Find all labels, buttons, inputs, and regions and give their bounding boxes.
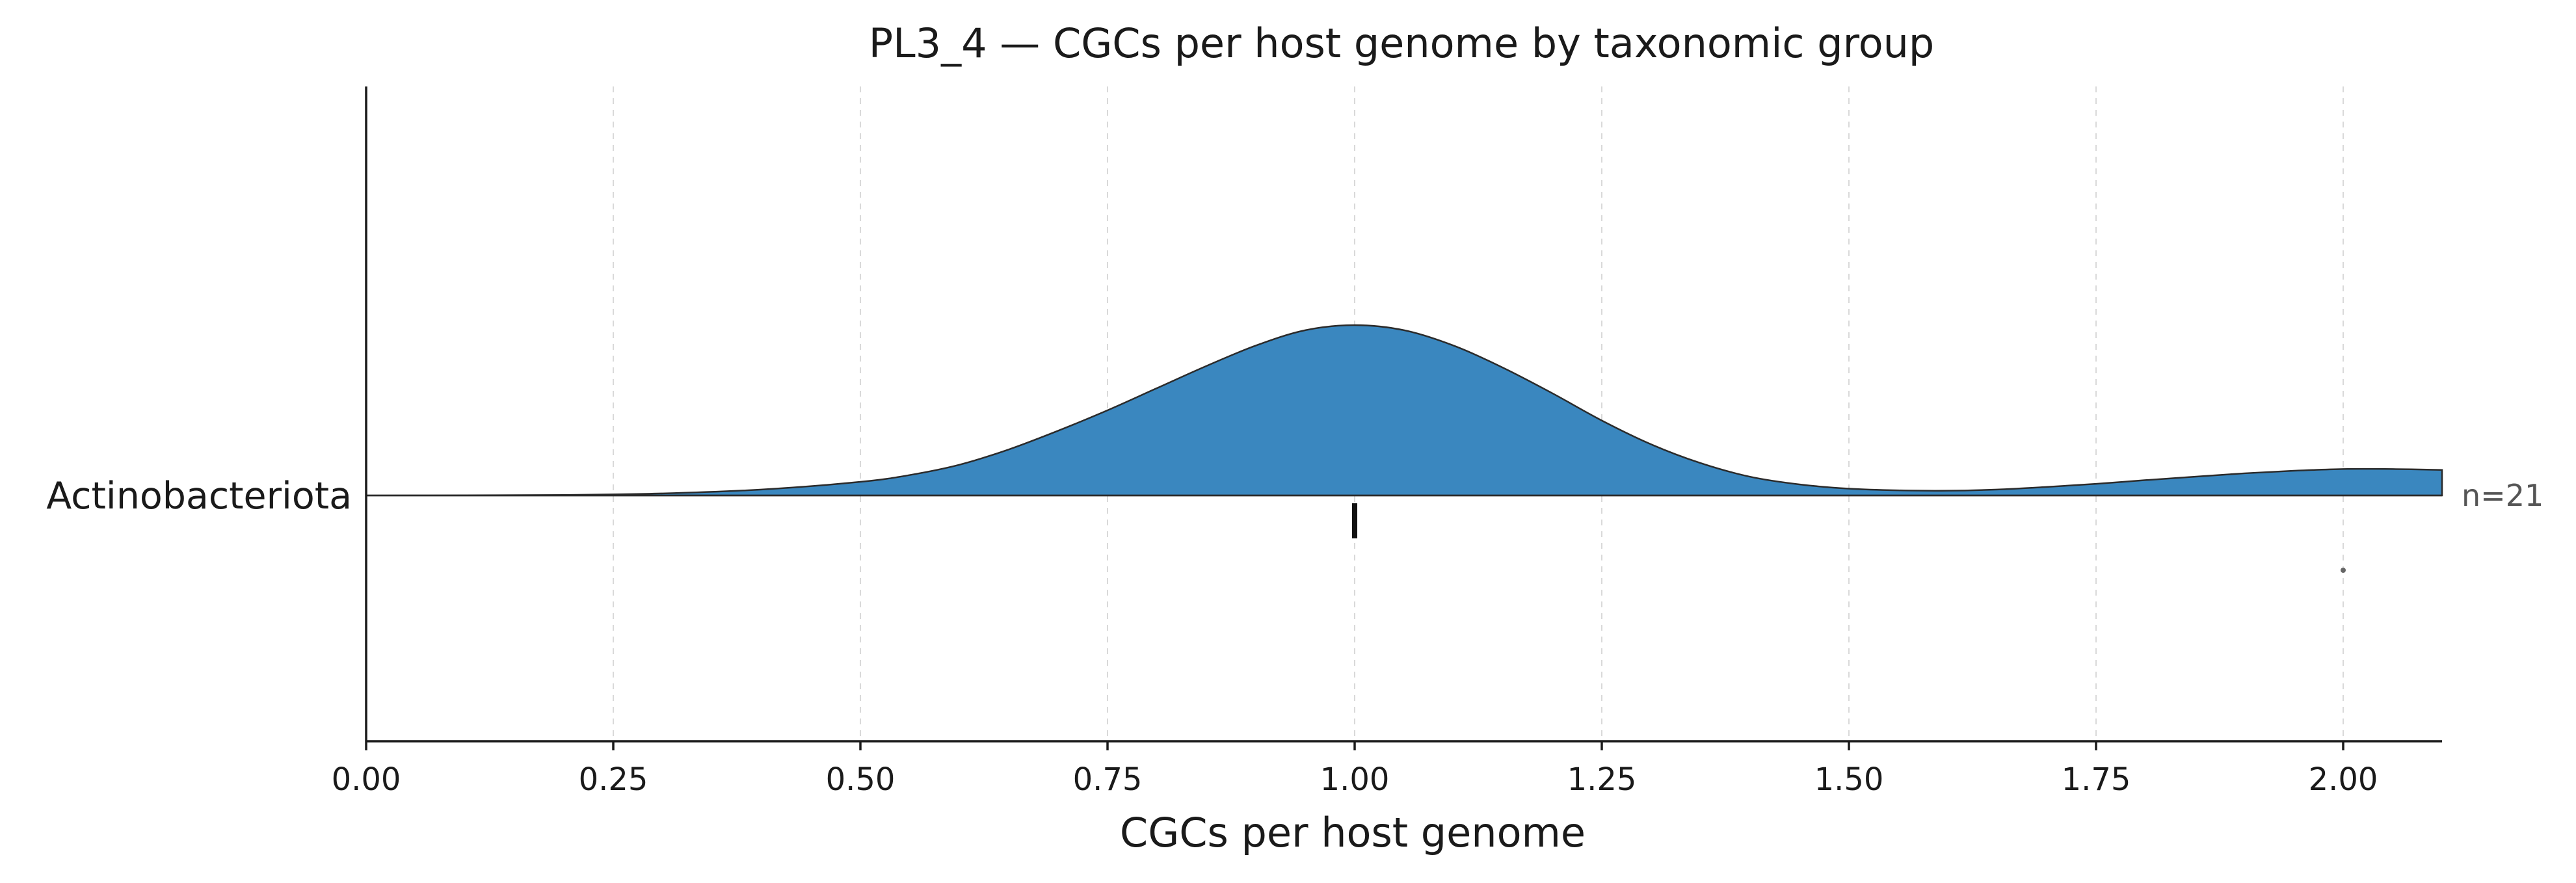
x-tick-label: 0.25 [579,761,648,798]
x-tick-label: 0.50 [826,761,896,798]
group-label: Actinobacteriota [46,475,352,518]
x-tick-label: 1.25 [1567,761,1637,798]
x-tick-label: 1.50 [1814,761,1884,798]
density-ridge [365,324,2443,497]
ridges: Actinobacteriota n=21 [46,324,2543,573]
x-tick-label: 1.00 [1320,761,1390,798]
x-tick-label: 0.00 [332,761,401,798]
x-axis-label: CGCs per host genome [1120,809,1586,856]
x-tick-label: 2.00 [2309,761,2378,798]
n-count-label: n=21 [2462,478,2543,513]
x-tick-label: 1.75 [2062,761,2131,798]
grid-lines [613,86,2344,741]
x-tick-label: 0.75 [1073,761,1143,798]
chart-title: PL3_4 — CGCs per host genome by taxonomi… [869,20,1935,67]
x-ticks: 0.00 0.25 0.50 0.75 1.00 1.25 1.50 1.75 2.00 [332,741,2378,798]
data-point [2341,568,2346,573]
